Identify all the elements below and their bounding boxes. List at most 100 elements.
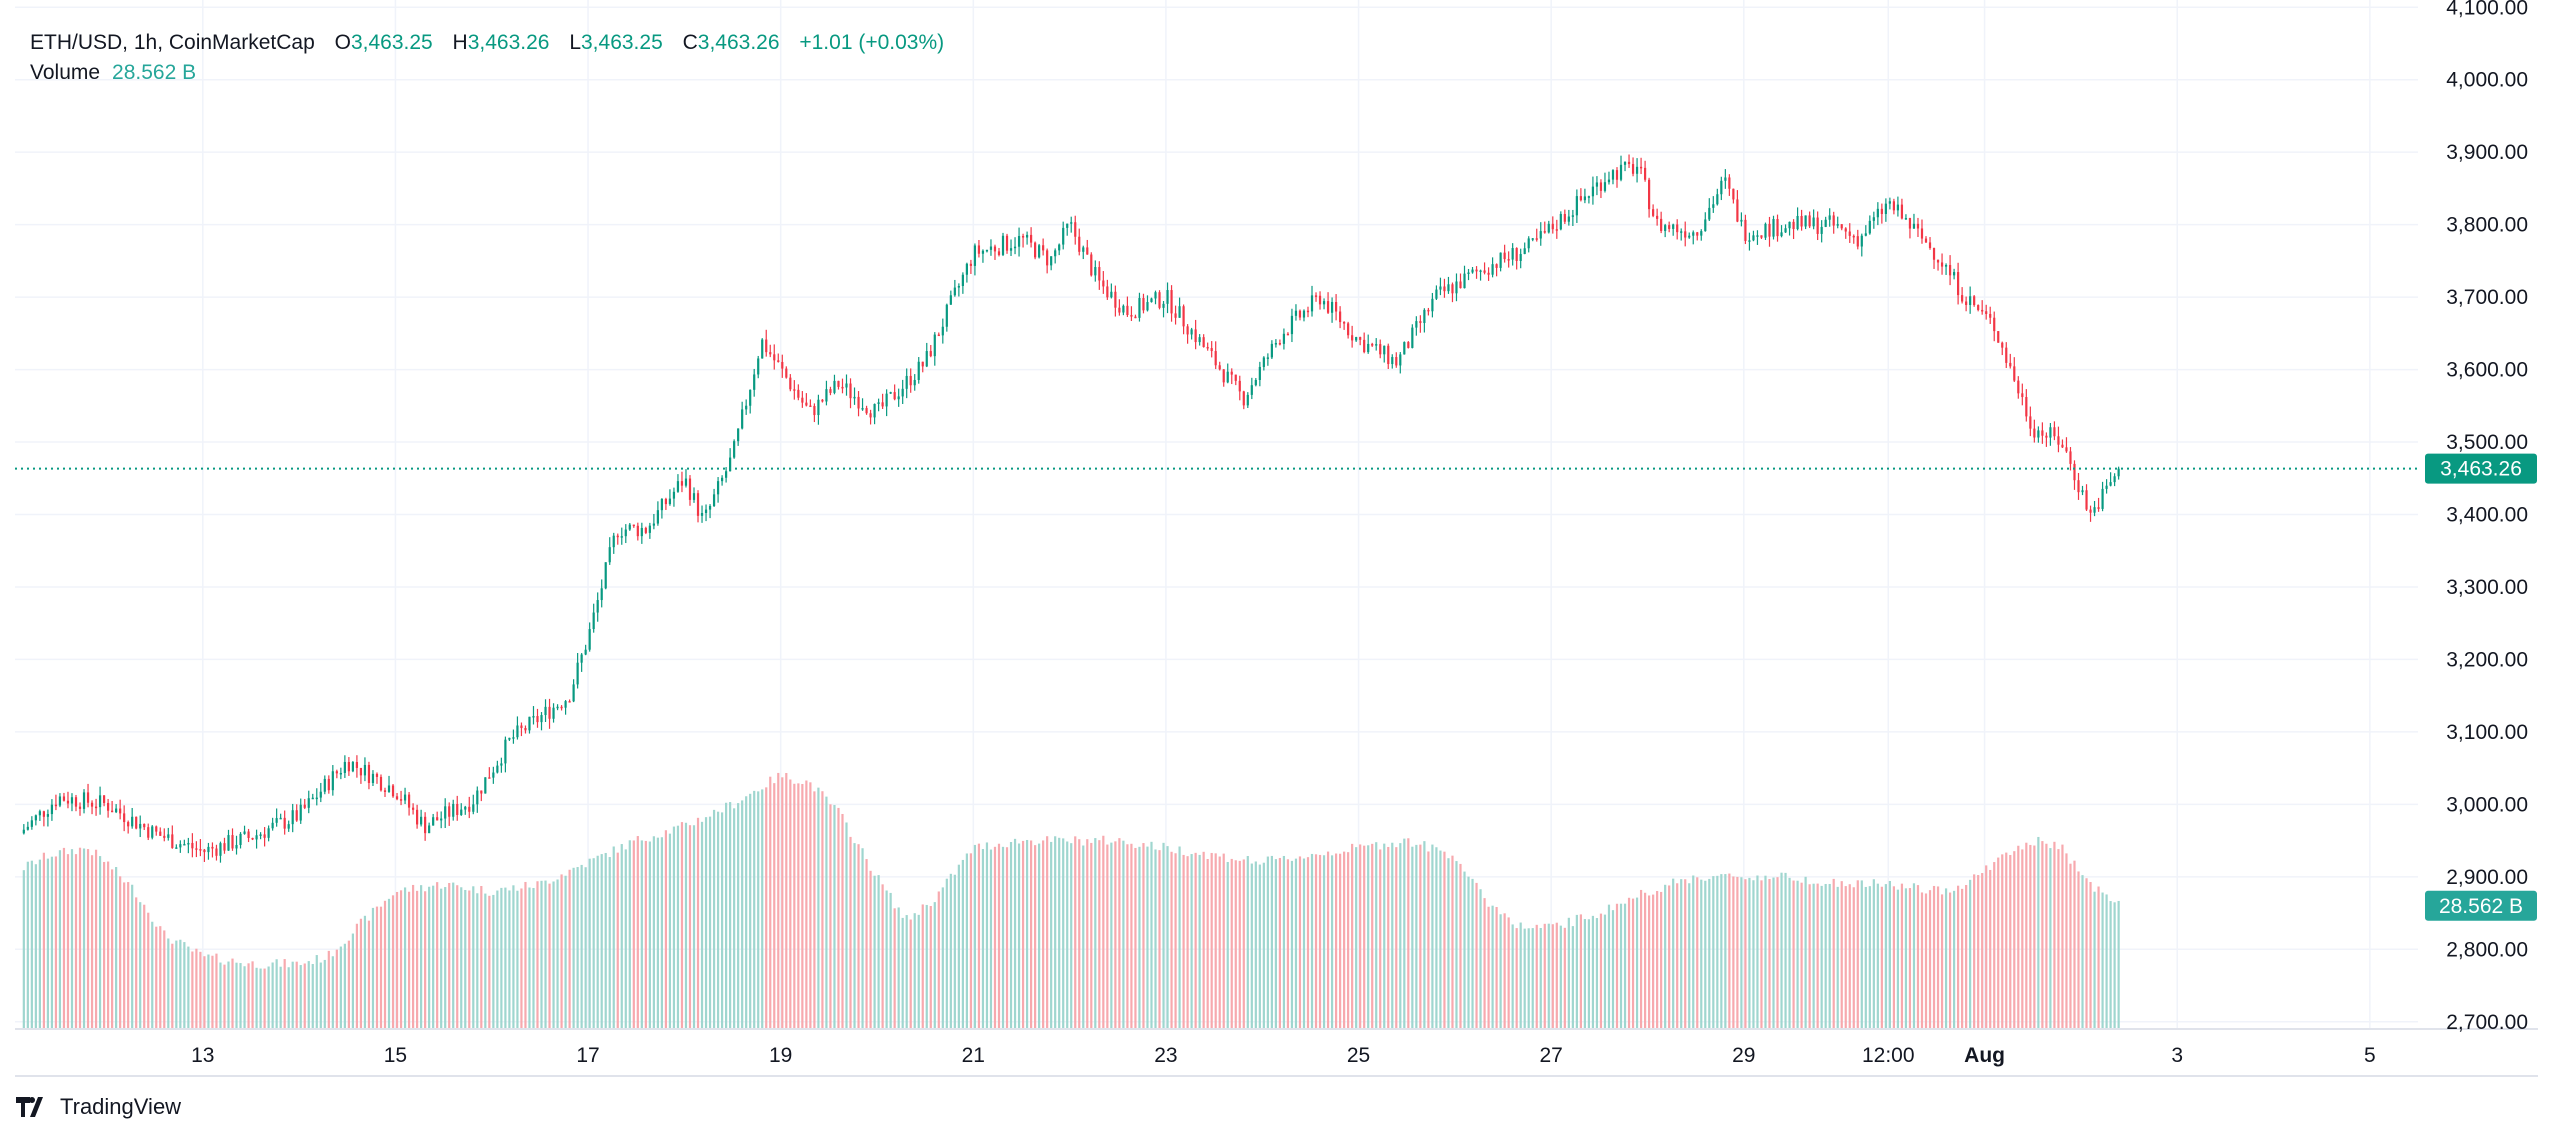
volume-bar xyxy=(644,840,647,1029)
volume-bar xyxy=(424,891,427,1029)
volume-bar xyxy=(741,800,744,1029)
candle-body xyxy=(608,547,611,563)
volume-bar xyxy=(825,796,828,1029)
volume-bar xyxy=(1146,846,1149,1029)
volume-bar xyxy=(1583,919,1586,1029)
volume-bar xyxy=(291,961,294,1029)
candle-body xyxy=(676,481,680,492)
volume-bar xyxy=(889,892,892,1029)
x-tick-label: 13 xyxy=(191,1044,214,1067)
candle-body xyxy=(612,535,615,548)
candle-body xyxy=(1282,333,1286,344)
volume-bar xyxy=(1551,924,1554,1029)
price-axis[interactable]: 2,700.00 2,800.00 2,900.00 3,000.00 3,100.00… xyxy=(2446,0,2528,1034)
candle-body xyxy=(1178,306,1181,318)
candle-body xyxy=(572,684,575,702)
candle-body xyxy=(1435,289,1438,299)
candle-body xyxy=(484,777,487,794)
volume-bar xyxy=(965,853,968,1029)
volume-bar xyxy=(1672,878,1675,1029)
candle-body xyxy=(1872,217,1875,221)
candle-body xyxy=(488,777,491,779)
volume-bar xyxy=(1250,863,1253,1029)
volume-bar xyxy=(251,961,254,1029)
volume-bar xyxy=(1519,922,1522,1029)
volume-bar xyxy=(1660,891,1663,1029)
volume-bar xyxy=(1571,926,1574,1029)
volume-bar xyxy=(2077,871,2080,1029)
volume-bar xyxy=(548,883,551,1029)
candle-body xyxy=(1238,380,1241,392)
volume-bar xyxy=(2069,863,2072,1029)
candle-body xyxy=(1768,223,1771,237)
candle-body xyxy=(2101,488,2104,509)
volume-label[interactable]: Volume xyxy=(30,61,101,84)
candle-body xyxy=(957,286,960,288)
volume-bar xyxy=(387,898,391,1029)
candle-body xyxy=(1290,315,1294,335)
low-value: 3,463.25 xyxy=(581,31,663,54)
candle-body xyxy=(2077,480,2080,493)
candle-body xyxy=(592,612,595,630)
candle-body xyxy=(247,831,250,838)
candle-body xyxy=(1820,226,1823,234)
candle-body xyxy=(1491,264,1494,275)
candle-body xyxy=(841,386,844,389)
volume-bar xyxy=(829,804,832,1029)
volume-bar xyxy=(580,864,583,1029)
volume-bar xyxy=(488,895,491,1029)
candle-body xyxy=(769,352,772,355)
y-tick-label: 3,200.00 xyxy=(2446,648,2528,671)
candle-body xyxy=(516,725,519,738)
volume-bars xyxy=(22,772,2120,1029)
candle-body xyxy=(275,818,278,823)
volume-bar xyxy=(556,879,559,1029)
candle-body xyxy=(1359,337,1362,340)
tradingview-logo[interactable]: TradingView xyxy=(16,1094,181,1120)
candle-body xyxy=(1848,231,1851,236)
volume-bar xyxy=(624,849,627,1029)
volume-bar xyxy=(528,887,531,1029)
volume-bar xyxy=(1599,913,1603,1029)
volume-bar xyxy=(1467,876,1470,1029)
volume-bar xyxy=(303,963,306,1029)
volume-bar xyxy=(1246,856,1249,1029)
candle-body xyxy=(1611,170,1615,180)
symbol-title[interactable]: ETH/USD, 1h, CoinMarketCap xyxy=(30,31,315,54)
candle-body xyxy=(588,629,591,650)
candle-body xyxy=(1784,228,1787,233)
candle-body xyxy=(1042,245,1045,251)
candle-body xyxy=(773,354,776,361)
candle-body xyxy=(1395,357,1398,366)
volume-bar xyxy=(1074,836,1077,1029)
candle-body xyxy=(1343,322,1346,324)
candle-body xyxy=(1948,265,1952,276)
volume-bar xyxy=(1194,852,1197,1029)
candle-body xyxy=(853,396,856,399)
volume-bar xyxy=(676,825,680,1029)
volume-bar xyxy=(608,857,611,1029)
candle-body xyxy=(1515,248,1518,261)
candle-body xyxy=(203,849,206,853)
candle-body xyxy=(448,806,451,817)
candle-body xyxy=(1487,272,1490,275)
candle-body xyxy=(861,408,864,410)
time-axis[interactable]: 13 15 17 19 21 23 25 27 29 12:00 Aug 3 5 xyxy=(191,1044,2376,1067)
candle-body xyxy=(291,810,294,825)
volume-bar xyxy=(143,904,146,1029)
volume-bar xyxy=(1559,925,1562,1029)
volume-bar xyxy=(1158,850,1161,1029)
volume-bar xyxy=(411,884,415,1029)
volume-bar xyxy=(191,951,194,1029)
candle-body xyxy=(440,818,443,821)
candle-body xyxy=(307,798,310,808)
volume-bar xyxy=(1563,927,1566,1029)
candle-body xyxy=(1050,256,1053,266)
candle-body xyxy=(1800,215,1803,227)
candle-body xyxy=(1399,354,1402,366)
volume-bar xyxy=(720,812,724,1029)
volume-bar xyxy=(1543,923,1546,1029)
candle-body xyxy=(1351,335,1354,341)
volume-bar xyxy=(287,967,290,1029)
